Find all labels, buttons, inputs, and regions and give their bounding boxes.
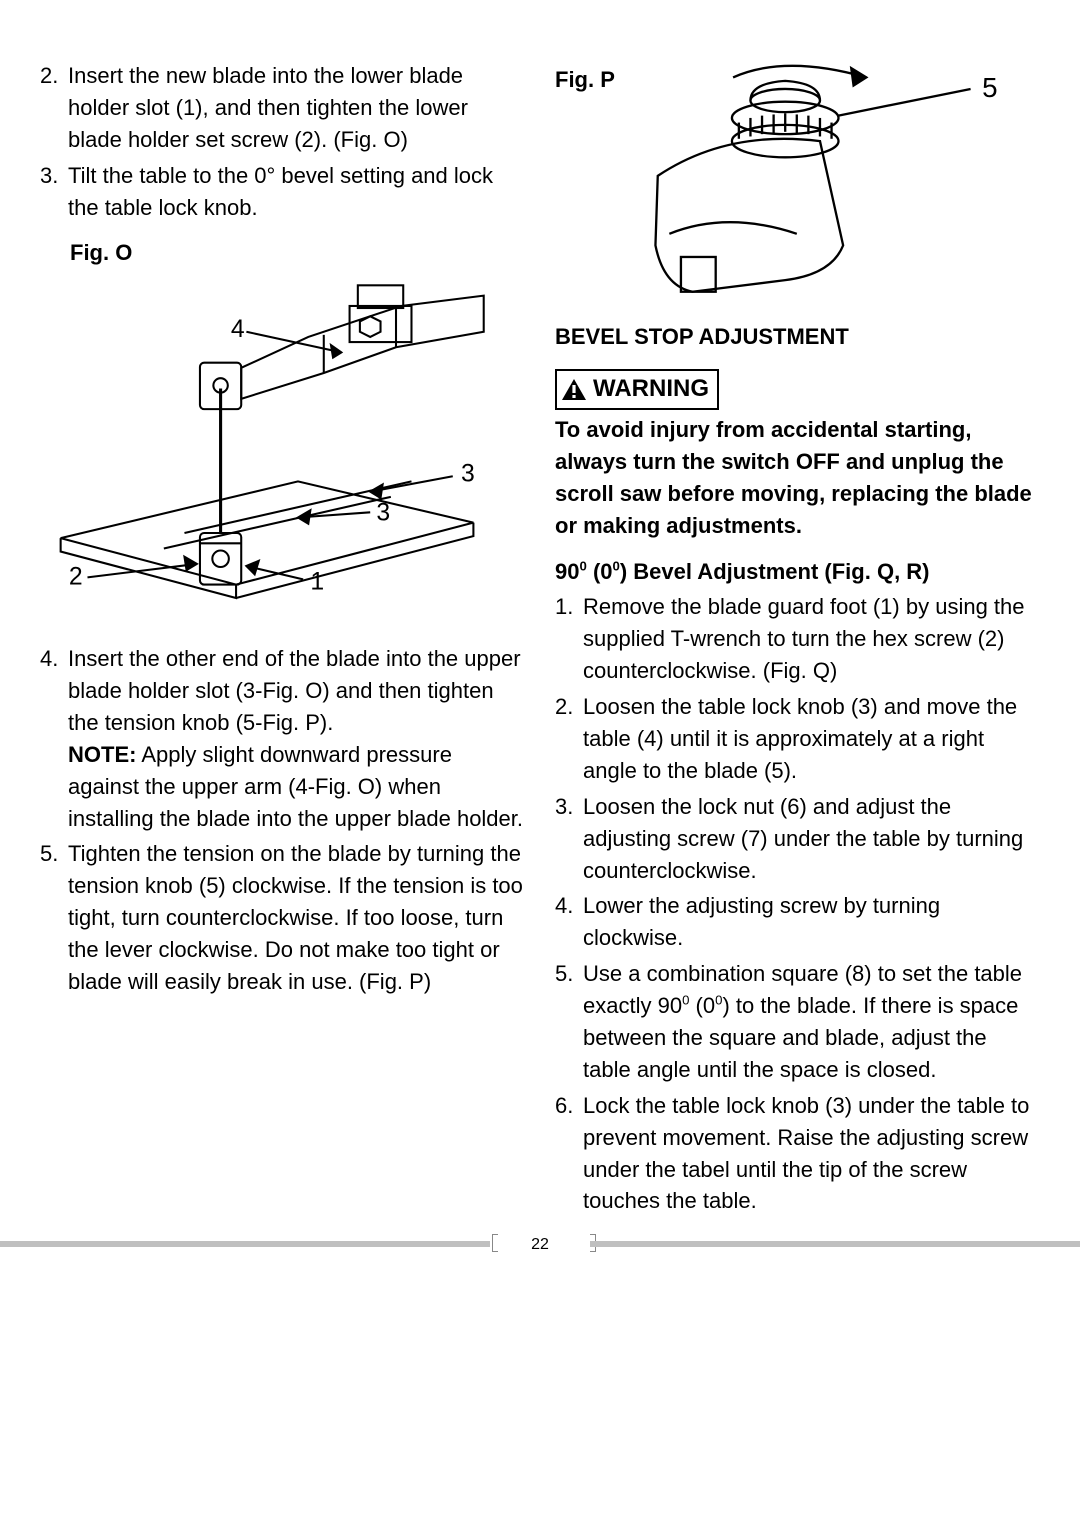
footer-bar-left [0,1241,490,1247]
item-text: Remove the blade guard foot (1) by using… [583,591,1040,687]
footer-bracket-left [492,1234,498,1252]
list-item: 2. Loosen the table lock knob (3) and mo… [555,691,1040,787]
warning-text: To avoid injury from accidental starting… [555,414,1040,542]
instructions-top: 2. Insert the new blade into the lower b… [40,60,525,223]
callout-4: 4 [231,316,245,343]
left-column: 2. Insert the new blade into the lower b… [40,60,525,1221]
right-column: Fig. P [555,60,1040,1221]
note-label: NOTE: [68,742,136,767]
item-number: 4. [40,643,68,834]
item-number: 3. [40,160,68,224]
page-number: 22 [531,1233,549,1256]
callout-3a: 3 [461,461,475,488]
item-number: 2. [555,691,583,787]
list-item: 5. Tighten the tension on the blade by t… [40,838,525,997]
item-number: 3. [555,791,583,887]
item-number: 6. [555,1090,583,1218]
list-item: 6. Lock the table lock knob (3) under th… [555,1090,1040,1218]
item-text: Lock the table lock knob (3) under the t… [583,1090,1040,1218]
callout-3b: 3 [376,500,390,527]
list-item: 5. Use a combination square (8) to set t… [555,958,1040,1086]
item-text: Tighten the tension on the blade by turn… [68,838,525,997]
bevel-stop-heading: BEVEL STOP ADJUSTMENT [555,321,1040,353]
page-footer: 22 [40,1231,1040,1255]
list-item: 4. Insert the other end of the blade int… [40,643,525,834]
item-number: 2. [40,60,68,156]
list-item: 3. Loosen the lock nut (6) and adjust th… [555,791,1040,887]
item-text: Insert the new blade into the lower blad… [68,60,525,156]
callout-2: 2 [69,564,83,591]
figure-o-diagram: 4 3 3 2 1 [40,275,525,626]
item-text: Loosen the table lock knob (3) and move … [583,691,1040,787]
bevel-instructions: 1. Remove the blade guard foot (1) by us… [555,591,1040,1217]
warning-box: WARNING [555,369,719,410]
footer-bar-right [590,1241,1080,1247]
warning-icon [561,378,587,402]
list-item: 4. Lower the adjusting screw by turning … [555,890,1040,954]
item-number: 5. [40,838,68,997]
instructions-bottom: 4. Insert the other end of the blade int… [40,643,525,998]
item-text: Lower the adjusting screw by turning clo… [583,890,1040,954]
item-text: Use a combination square (8) to set the … [583,958,1040,1086]
item-text: Loosen the lock nut (6) and adjust the a… [583,791,1040,887]
callout-5: 5 [982,72,997,103]
item-number: 4. [555,890,583,954]
list-item: 2. Insert the new blade into the lower b… [40,60,525,156]
figure-p-label: Fig. P [555,64,615,96]
warning-label: WARNING [593,372,709,407]
bevel-adjustment-heading: 900 (00) Bevel Adjustment (Fig. Q, R) [555,556,1040,588]
figure-p-diagram: 5 [623,60,1040,303]
item-number: 5. [555,958,583,1086]
callout-1: 1 [310,569,324,596]
item-text: Tilt the table to the 0° bevel setting a… [68,160,525,224]
item-number: 1. [555,591,583,687]
list-item: 3. Tilt the table to the 0° bevel settin… [40,160,525,224]
item-text-main: Insert the other end of the blade into t… [68,646,521,735]
note-text: Apply slight downward pressure against t… [68,742,523,831]
list-item: 1. Remove the blade guard foot (1) by us… [555,591,1040,687]
figure-o-label: Fig. O [70,237,525,269]
item-text: Insert the other end of the blade into t… [68,643,525,834]
